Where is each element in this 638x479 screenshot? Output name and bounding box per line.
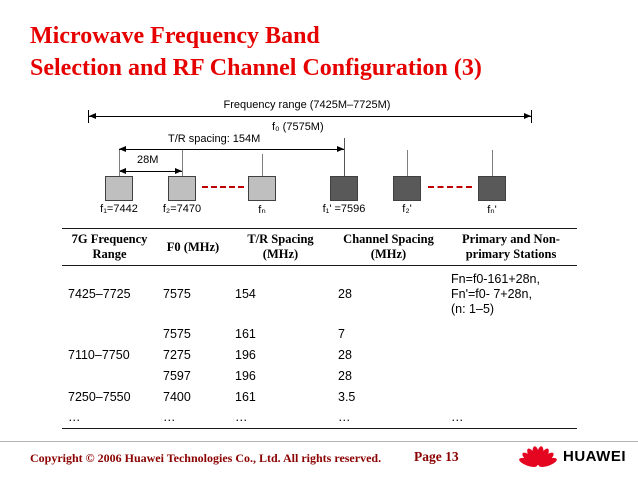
table-cell: 28: [338, 347, 352, 362]
table-cell: [445, 324, 577, 345]
channel-box: [478, 176, 506, 201]
table-cell: 196: [235, 368, 256, 383]
channel-label: f₂=7470: [162, 203, 202, 215]
table-cell: 7575: [163, 287, 191, 302]
table-cell: 7275: [163, 347, 191, 362]
table-cell: 196: [235, 347, 256, 362]
footer-divider: [0, 441, 638, 442]
table-cell: …: [62, 407, 157, 429]
header-frequency-range: 7G Frequency Range: [62, 228, 157, 266]
header-channel-spacing: Channel Spacing (MHz): [332, 228, 445, 266]
table-cell: 7110–7750: [68, 347, 130, 362]
table-header-row: 7G Frequency Range F0 (MHz) T/R Spacing …: [62, 228, 577, 266]
channel-tick: [182, 150, 183, 176]
table-cell: [445, 366, 577, 387]
range-left-bar: [88, 110, 89, 123]
table-cell: [445, 387, 577, 408]
channel-spacing-arrow: [119, 168, 182, 174]
table-cell: …: [157, 407, 229, 429]
channel-label: f₂': [402, 203, 412, 215]
table-cell: 161: [235, 389, 256, 404]
channel-label: fₙ: [258, 204, 266, 216]
table-cell: 154: [235, 287, 256, 302]
table-row: 7110–7750 7275 196 28: [62, 345, 577, 366]
table-cell: [445, 345, 577, 366]
channel-box: [105, 176, 133, 201]
header-f0: F0 (MHz): [157, 228, 229, 266]
header-stations: Primary and Non-primary Stations: [445, 228, 577, 266]
table-cell: 7400: [163, 389, 191, 404]
table-row: 7575 161 7: [62, 324, 577, 345]
page-number: Page 13: [414, 449, 459, 464]
channel-box: [393, 176, 421, 201]
table-body: 7425–7725 7575 154 28 Fn=f0-161+28n, Fn'=f0-…: [62, 266, 577, 429]
page-title: Microwave Frequency Band Selection and R…: [30, 20, 482, 84]
channel-tick: [119, 150, 120, 176]
huawei-logo-icon: [519, 446, 557, 467]
omitted-channels-dashes: [428, 186, 472, 188]
table-cell: …: [332, 407, 445, 429]
channel-box: [330, 176, 358, 201]
frequency-range-label: Frequency range (7425M–7725M): [223, 99, 391, 111]
f0-label: f₀ (7575M): [272, 121, 324, 133]
channel-spacing-label: 28M: [137, 154, 159, 166]
huawei-logo: HUAWEI: [519, 443, 626, 469]
table-row: 7597 196 28: [62, 366, 577, 387]
table-cell: 7250–7550: [68, 389, 131, 404]
channel-box: [168, 176, 196, 201]
table-cell: 161: [235, 326, 256, 341]
table-cell: 7425–7725: [68, 287, 131, 302]
table-cell: 28: [338, 287, 352, 302]
table-cell: 7: [338, 326, 345, 341]
page-title-line2: Selection and RF Channel Configuration (…: [30, 55, 482, 81]
table-cell: 28: [338, 368, 352, 383]
table-row: 7250–7550 7400 161 3.5: [62, 387, 577, 408]
table-cell: …: [229, 407, 332, 429]
f0-marker-line: [344, 138, 345, 176]
range-right-bar: [531, 110, 532, 123]
header-tr-spacing: T/R Spacing (MHz): [229, 228, 332, 266]
channel-tick: [262, 154, 263, 176]
table-cell: …: [445, 407, 577, 429]
table-cell: 3.5: [338, 389, 356, 404]
tr-spacing-arrow: [119, 146, 344, 152]
page-title-line1: Microwave Frequency Band: [30, 23, 320, 49]
channel-label: f₁' =7596: [322, 203, 366, 215]
channel-box: [248, 176, 276, 201]
channel-tick: [407, 150, 408, 176]
table-cell: 7575: [163, 326, 191, 341]
table-cell: [62, 366, 157, 387]
copyright-text: Copyright © 2006 Huawei Technologies Co.…: [30, 451, 382, 465]
table-cell: [62, 324, 157, 345]
huawei-brand-text: HUAWEI: [563, 447, 626, 465]
tr-spacing-label: T/R spacing: 154M: [168, 133, 261, 145]
channel-label: f₁=7442: [100, 203, 138, 215]
channel-label: fₙ': [487, 204, 497, 216]
table-row: 7425–7725 7575 154 28 Fn=f0-161+28n, Fn'=f0-…: [62, 266, 577, 324]
frequency-range-arrow: [89, 113, 531, 119]
table-cell: Fn=f0-161+28n, Fn'=f0- 7+28n, (n: 1–5): [451, 272, 540, 317]
table-cell: 7597: [163, 368, 191, 383]
table-row: ……………: [62, 407, 577, 429]
channel-config-table: 7G Frequency Range F0 (MHz) T/R Spacing …: [62, 228, 577, 429]
omitted-channels-dashes: [202, 186, 244, 188]
channel-tick: [492, 150, 493, 176]
frequency-diagram: Frequency range (7425M–7725M) f₀ (7575M)…: [0, 96, 638, 226]
